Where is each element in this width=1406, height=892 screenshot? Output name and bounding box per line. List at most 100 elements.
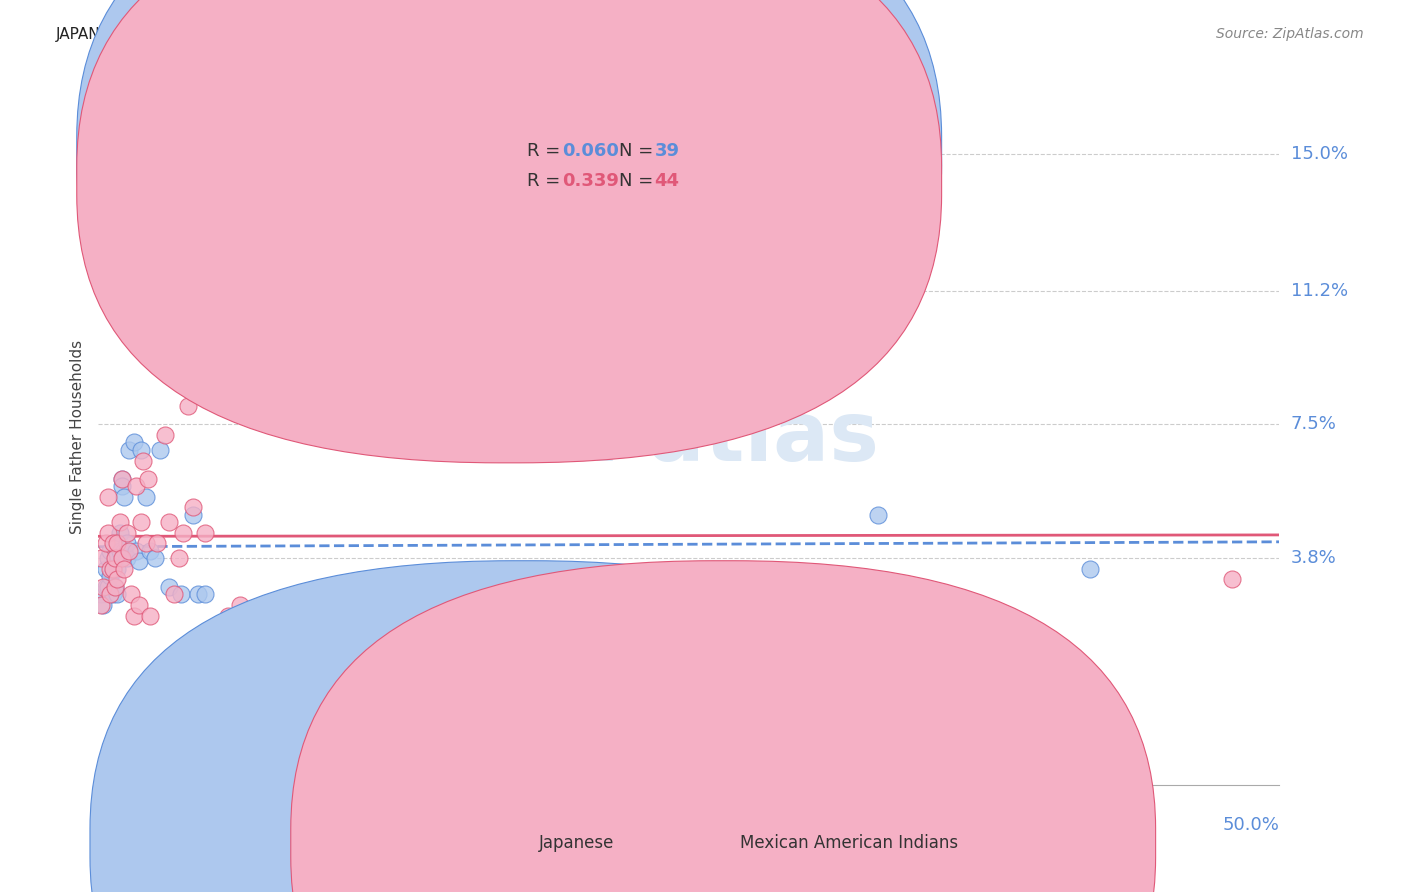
Point [146, 536, 169, 550]
Text: 7.5%: 7.5% [1291, 416, 1337, 434]
Point [157, 580, 180, 594]
Point [139, 608, 162, 623]
Point [115, 536, 138, 550]
Point [104, 580, 127, 594]
Point [101, 562, 124, 576]
Point [135, 536, 157, 550]
Y-axis label: Single Father Households: Single Father Households [69, 340, 84, 534]
Point [108, 525, 131, 540]
Point [217, 608, 239, 623]
Point [128, 598, 150, 612]
Point [132, 453, 155, 467]
Text: 3.8%: 3.8% [1291, 549, 1336, 566]
Point [94, 536, 117, 550]
Point [90, 587, 112, 601]
Point [194, 525, 217, 540]
Point [125, 479, 148, 493]
Point [97, 490, 120, 504]
Point [139, 543, 162, 558]
Text: 39: 39 [654, 142, 679, 160]
Text: JAPANESE VS MEXICAN AMERICAN INDIAN SINGLE FATHER HOUSEHOLDS CORRELATION CHART: JAPANESE VS MEXICAN AMERICAN INDIAN SING… [56, 27, 780, 42]
Point [157, 515, 180, 529]
Text: 50.0%: 50.0% [1223, 815, 1279, 833]
Point [98, 562, 121, 576]
Point [104, 550, 127, 565]
Point [112, 562, 135, 576]
Point [111, 550, 134, 565]
Point [153, 428, 176, 442]
Point [163, 587, 186, 601]
Point [229, 598, 252, 612]
Point [104, 580, 127, 594]
Text: 0.0%: 0.0% [98, 815, 143, 833]
Point [135, 490, 157, 504]
Point [105, 562, 128, 576]
Point [136, 471, 159, 485]
Point [253, 211, 276, 226]
Point [129, 515, 152, 529]
Point [129, 442, 152, 457]
Point [205, 327, 228, 342]
Point [121, 587, 143, 601]
Point [111, 479, 134, 493]
Text: ZIPatlas: ZIPatlas [499, 397, 879, 477]
Point [276, 608, 298, 623]
Point [97, 525, 120, 540]
Text: Source: ZipAtlas.com: Source: ZipAtlas.com [1216, 27, 1364, 41]
Point [177, 400, 200, 414]
Point [115, 525, 138, 540]
Point [118, 442, 141, 457]
Point [128, 554, 150, 568]
Text: R =: R = [527, 171, 565, 190]
Point [122, 608, 145, 623]
Point [181, 508, 204, 522]
Point [91, 580, 114, 594]
Text: 44: 44 [654, 171, 679, 190]
Point [97, 580, 120, 594]
Point [104, 550, 127, 565]
Text: N =: N = [619, 171, 659, 190]
Point [172, 525, 194, 540]
Point [94, 562, 117, 576]
Point [98, 543, 121, 558]
Text: 0.339: 0.339 [562, 171, 619, 190]
Point [1080, 562, 1102, 576]
Point [101, 587, 124, 601]
Point [108, 515, 131, 529]
Point [112, 543, 135, 558]
Point [91, 598, 114, 612]
Text: 11.2%: 11.2% [1291, 282, 1348, 300]
Text: 15.0%: 15.0% [1291, 145, 1347, 163]
Point [1220, 573, 1243, 587]
Point [105, 573, 128, 587]
Point [111, 471, 134, 485]
Point [112, 490, 135, 504]
Point [90, 550, 112, 565]
Point [170, 587, 193, 601]
Point [97, 550, 120, 565]
Point [122, 435, 145, 450]
Point [149, 442, 172, 457]
Point [90, 598, 112, 612]
Point [125, 543, 148, 558]
Text: Mexican American Indians: Mexican American Indians [740, 834, 957, 852]
Text: Japanese: Japanese [538, 834, 614, 852]
Point [181, 500, 204, 515]
Point [104, 536, 127, 550]
Point [108, 543, 131, 558]
Point [111, 471, 134, 485]
Point [98, 587, 121, 601]
Point [866, 508, 889, 522]
Point [105, 587, 128, 601]
Point [105, 536, 128, 550]
Point [98, 569, 121, 583]
Point [194, 587, 217, 601]
Point [187, 587, 209, 601]
Point [101, 536, 124, 550]
Point [101, 562, 124, 576]
Point [118, 543, 141, 558]
Point [115, 550, 138, 565]
Text: N =: N = [619, 142, 659, 160]
Text: 0.060: 0.060 [562, 142, 619, 160]
Text: R =: R = [527, 142, 565, 160]
